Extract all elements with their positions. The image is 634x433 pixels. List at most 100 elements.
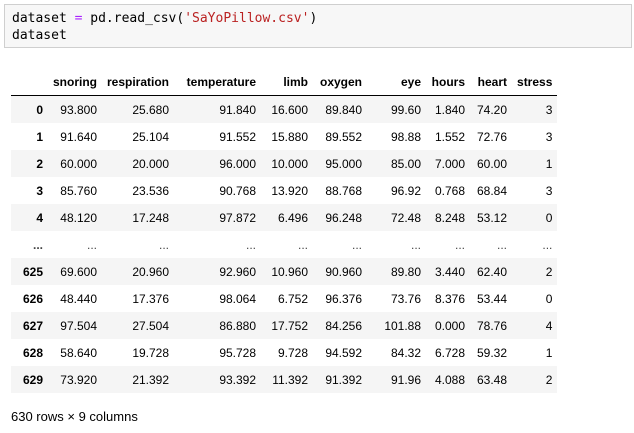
table-cell: 1	[545, 156, 553, 171]
column-header: heart	[470, 68, 513, 96]
dataframe-table: snoring respiration temperature limb oxygen e…	[11, 68, 558, 393]
table-row: ..............................	[11, 231, 558, 258]
table-cell: 98.88	[390, 129, 422, 144]
dataframe-shape-label: 630 rows × 9 columns	[11, 409, 138, 424]
row-index: 627	[22, 318, 43, 333]
table-cell: 6.496	[277, 210, 309, 225]
table-cell: ...	[159, 237, 170, 252]
table-cell: 96.376	[325, 291, 363, 306]
table-cell: 97.872	[219, 210, 257, 225]
table-cell: 13.920	[271, 183, 309, 198]
code-close-paren: )	[309, 11, 318, 26]
table-cell: 48.440	[60, 291, 97, 306]
code-string-literal: 'SaYoPillow.csv'	[184, 11, 310, 26]
table-cell: 0.000	[434, 318, 466, 333]
table-row: 2 60.000 20.000 96.000 10.000 95.000 85.00 7.00…	[11, 150, 558, 177]
table-cell: 59.32	[476, 345, 508, 360]
table-cell: ...	[455, 237, 466, 252]
row-index: 4	[36, 210, 43, 225]
table-cell: 3	[545, 129, 553, 144]
table-cell: 90.768	[219, 183, 257, 198]
table-cell: 85.760	[60, 183, 97, 198]
table-cell: 17.376	[132, 291, 170, 306]
table-row: 626 48.440 17.376 98.064 6.752 96.376 73.76 8.3…	[11, 285, 558, 312]
table-cell: 84.256	[325, 318, 363, 333]
table-cell: 25.104	[132, 129, 170, 144]
table-cell: 2	[545, 264, 553, 279]
table-cell: 92.960	[219, 264, 257, 279]
table-cell: 3.440	[434, 264, 466, 279]
table-cell: 62.40	[476, 264, 508, 279]
table-cell: 74.20	[476, 102, 508, 117]
table-cell: 96.000	[219, 156, 257, 171]
table-cell: 78.76	[476, 318, 508, 333]
table-cell: 7.000	[434, 156, 466, 171]
code-assign-operator: =	[66, 11, 91, 26]
table-cell: 98.064	[219, 291, 257, 306]
table-cell: 72.76	[476, 129, 508, 144]
table-cell: 69.600	[60, 264, 97, 279]
table-cell: 101.88	[384, 318, 422, 333]
table-cell: 91.840	[219, 102, 257, 117]
table-cell: 89.80	[390, 264, 422, 279]
code-line-1: dataset = pd.read_csv('SaYoPillow.csv')	[12, 10, 631, 27]
table-cell: 86.880	[219, 318, 257, 333]
row-index: 625	[22, 264, 43, 279]
table-cell: ...	[246, 237, 257, 252]
code-line-2: dataset	[12, 28, 67, 43]
table-cell: 48.120	[60, 210, 97, 225]
table-cell: 8.376	[434, 291, 466, 306]
table-cell: 1.840	[434, 102, 466, 117]
table-cell: 8.248	[434, 210, 466, 225]
table-cell: 91.552	[219, 129, 257, 144]
table-cell: ...	[411, 237, 422, 252]
table-row: 625 69.600 20.960 92.960 10.960 90.960 89.80 3.…	[11, 258, 558, 285]
row-index: 629	[22, 372, 43, 387]
code-function-call: pd.read_csv(	[90, 11, 185, 26]
table-cell: 53.12	[476, 210, 508, 225]
table-cell: 93.392	[219, 372, 257, 387]
table-cell: 21.392	[132, 372, 170, 387]
table-cell: 1	[545, 345, 553, 360]
table-cell: 99.60	[390, 102, 422, 117]
table-cell: 88.768	[325, 183, 363, 198]
table-cell: 19.728	[132, 345, 170, 360]
table-cell: 73.920	[60, 372, 97, 387]
table-cell: ...	[298, 237, 309, 252]
column-header: temperature	[174, 68, 262, 96]
table-cell: 72.48	[390, 210, 422, 225]
table-cell: 0.768	[434, 183, 466, 198]
code-cell-input[interactable]: dataset = pd.read_csv('SaYoPillow.csv') …	[4, 4, 632, 48]
table-cell: 94.592	[325, 345, 363, 360]
table-row: 3 85.760 23.536 90.768 13.920 88.768 96.92 0.76…	[11, 177, 558, 204]
table-cell: 90.960	[325, 264, 363, 279]
row-index: 626	[22, 291, 43, 306]
table-cell: 0	[545, 210, 553, 225]
table-cell: 2	[545, 372, 553, 387]
table-cell: 85.00	[390, 156, 422, 171]
row-index: 2	[36, 156, 43, 171]
table-row: 628 58.640 19.728 95.728 9.728 94.592 84.32 6.7…	[11, 339, 558, 366]
row-index: 1	[36, 129, 43, 144]
table-cell: 97.504	[60, 318, 97, 333]
table-cell: 91.640	[60, 129, 97, 144]
table-cell: 96.92	[390, 183, 422, 198]
table-body: 0 93.800 25.680 91.840 16.600 89.840 99.60 1.84…	[11, 95, 558, 393]
column-header: limb	[261, 68, 314, 96]
table-cell: 17.248	[132, 210, 170, 225]
table-cell: ...	[497, 237, 508, 252]
table-cell: 96.248	[325, 210, 363, 225]
table-cell: 91.392	[325, 372, 363, 387]
table-cell: 60.00	[476, 156, 508, 171]
table-row: 4 48.120 17.248 97.872 6.496 96.248 72.48 8.248…	[11, 204, 558, 231]
table-cell: 27.504	[132, 318, 170, 333]
table-cell: ...	[352, 237, 363, 252]
table-cell: 9.728	[277, 345, 309, 360]
column-header: oxygen	[313, 68, 368, 96]
table-row: 0 93.800 25.680 91.840 16.600 89.840 99.60 1.84…	[11, 95, 558, 123]
table-cell: 10.960	[271, 264, 309, 279]
table-cell: 15.880	[271, 129, 309, 144]
table-cell: 89.552	[325, 129, 363, 144]
row-index: 0	[36, 102, 43, 117]
table-cell: 58.640	[60, 345, 97, 360]
